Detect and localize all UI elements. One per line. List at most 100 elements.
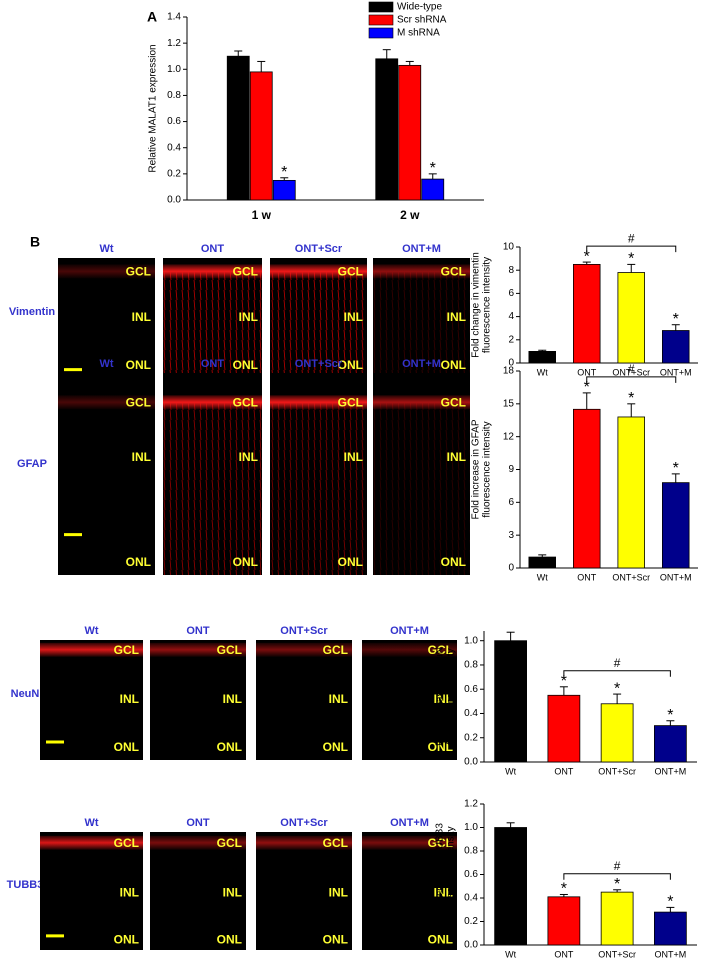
x-tick-label: Wt — [505, 766, 516, 776]
y-tick-label: 0.8 — [167, 90, 181, 101]
layer-label: GCL — [217, 836, 242, 850]
row-label: Vimentin — [9, 306, 56, 318]
x-tick-label: Wt — [505, 949, 516, 959]
bar — [249, 71, 273, 201]
y-tick-label: 0.0 — [464, 757, 478, 768]
layer-label: ONL — [217, 933, 242, 947]
column-title: ONT+M — [390, 625, 429, 637]
y-tick-label: 0 — [508, 563, 514, 574]
column-title: Wt — [99, 358, 113, 370]
layer-label: ONL — [338, 358, 363, 372]
y-axis-label: fluorescence intensity — [446, 648, 457, 744]
x-tick-label: ONT+M — [654, 766, 686, 776]
row-label: GFAP — [17, 458, 47, 470]
y-tick-label: 0.4 — [167, 142, 181, 153]
layer-label: GCL — [233, 265, 258, 279]
fiber-staining — [270, 403, 367, 575]
y-tick-label: 0.8 — [464, 846, 478, 857]
layer-label: INL — [120, 692, 139, 706]
row-label: TUBB3 — [7, 879, 44, 891]
legend-label: Scr shRNA — [397, 15, 447, 26]
column-title: ONT+Scr — [280, 625, 328, 637]
significance-marker: * — [561, 673, 567, 690]
y-axis-label: Fold change in vimentin — [471, 252, 482, 358]
y-tick-label: 9 — [508, 464, 514, 475]
bar — [600, 891, 634, 946]
x-tick-label: Wt — [537, 572, 548, 582]
layer-label: INL — [329, 886, 348, 900]
y-tick-label: 18 — [503, 366, 515, 377]
bracket — [586, 245, 677, 253]
x-tick-label: ONT — [577, 367, 597, 377]
column-title: ONT+M — [390, 817, 429, 829]
gcl-staining — [163, 395, 262, 410]
x-tick-label: Wt — [537, 367, 548, 377]
bar — [528, 350, 557, 364]
y-tick-label: 2 — [508, 334, 514, 345]
fiber-staining — [270, 272, 367, 378]
layer-label: ONL — [233, 358, 258, 372]
layer-label: ONL — [428, 740, 453, 754]
gcl-staining — [270, 395, 367, 410]
y-tick-label: 1.4 — [167, 12, 181, 23]
bar — [662, 482, 690, 569]
bar — [662, 330, 690, 364]
significance-marker: * — [628, 251, 634, 268]
legend-label: Wide-type — [397, 2, 442, 13]
layer-label: GCL — [114, 836, 139, 850]
y-tick-label: 1.0 — [464, 635, 478, 646]
y-axis-label: fluorescence intensity — [482, 257, 493, 353]
layer-label: GCL — [428, 643, 453, 657]
layer-label: ONL — [126, 358, 151, 372]
x-tick-label: ONT+Scr — [612, 572, 650, 582]
bracket-label: # — [614, 859, 621, 873]
layer-label: ONL — [323, 933, 348, 947]
y-tick-label: 1.0 — [464, 822, 478, 833]
bar — [654, 911, 687, 946]
y-axis-label: Fold increase in NeuN — [435, 647, 446, 746]
legend-swatch — [368, 1, 394, 13]
y-tick-label: 0 — [508, 358, 514, 369]
significance-marker: * — [628, 390, 634, 407]
layer-label: GCL — [233, 395, 258, 409]
y-tick-label: 6 — [508, 497, 514, 508]
significance-marker: * — [281, 164, 287, 181]
gcl-staining — [256, 835, 352, 850]
layer-label: ONL — [114, 740, 139, 754]
y-tick-label: 1.0 — [167, 64, 181, 75]
layer-label: INL — [344, 310, 363, 324]
layer-label: INL — [223, 886, 242, 900]
bar — [494, 827, 527, 946]
bar — [573, 263, 601, 364]
layer-label: ONL — [338, 555, 363, 569]
y-tick-label: 0.2 — [464, 732, 478, 743]
x-tick-label: ONT+M — [654, 949, 686, 959]
bar — [494, 640, 527, 763]
column-title: ONT+M — [402, 243, 441, 255]
layer-label: INL — [434, 886, 453, 900]
column-title: Wt — [99, 243, 113, 255]
layer-label: INL — [223, 692, 242, 706]
x-tick-label: ONT+Scr — [598, 766, 636, 776]
x-tick-label: ONT — [554, 949, 574, 959]
y-axis-label: Fold increase inTUBB3 — [435, 823, 446, 926]
layer-label: INL — [239, 450, 258, 464]
fiber-staining — [373, 272, 470, 378]
gcl-staining — [163, 264, 262, 279]
column-title: ONT+Scr — [295, 358, 343, 370]
layer-label: ONL — [441, 358, 466, 372]
micrograph — [40, 640, 143, 760]
layer-label: GCL — [323, 643, 348, 657]
bar — [654, 725, 687, 763]
x-tick-label: ONT+M — [660, 367, 692, 377]
column-title: ONT — [186, 625, 210, 637]
fiber-staining — [163, 272, 262, 378]
column-title: Wt — [84, 817, 98, 829]
x-tick-label: 1 w — [252, 208, 272, 222]
significance-marker: * — [667, 707, 673, 724]
bar — [226, 55, 250, 201]
y-tick-label: 0.4 — [464, 708, 478, 719]
gcl-staining — [373, 264, 470, 279]
micrograph — [150, 832, 246, 950]
